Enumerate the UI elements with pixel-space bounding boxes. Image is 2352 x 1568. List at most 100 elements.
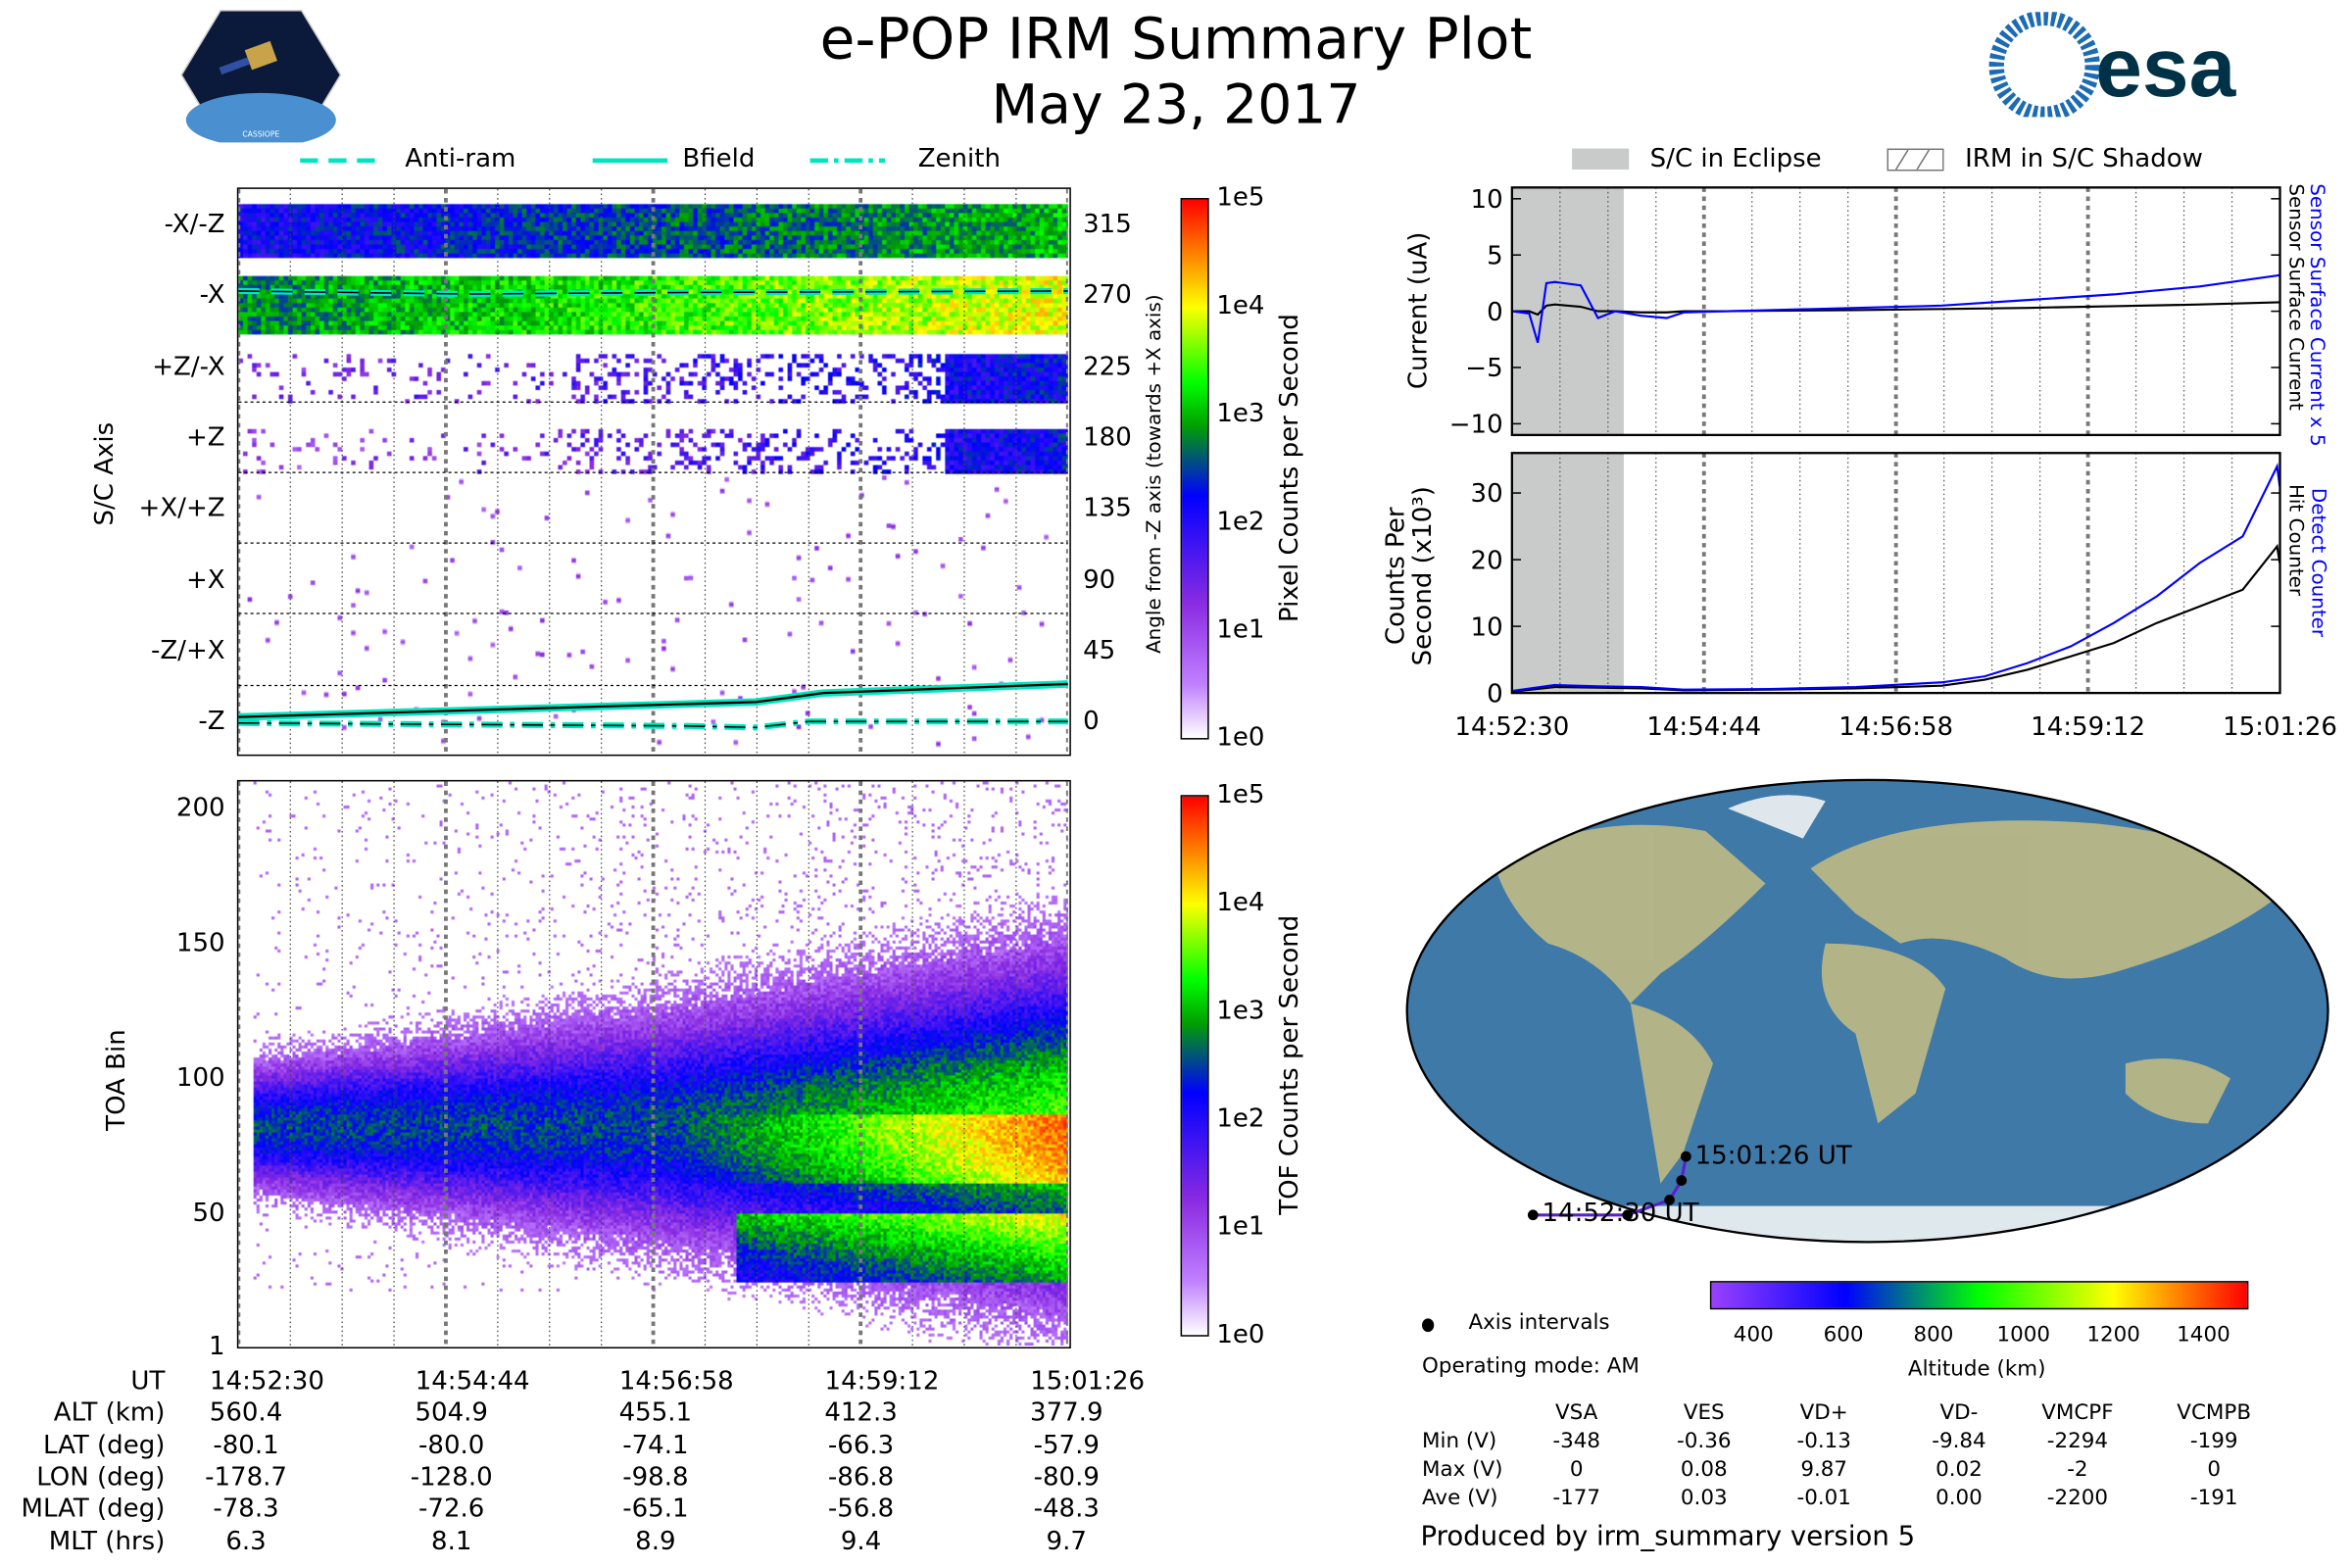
panel2-cbar-label: TOF Counts per Second — [1275, 914, 1305, 1215]
angle-tick: 90 — [1083, 564, 1116, 595]
ephemeris-value: 8.1 — [431, 1526, 472, 1556]
altitude-tick: 800 — [1913, 1322, 1954, 1348]
colorbar-tick: 1e3 — [1216, 399, 1265, 429]
ephemeris-value: 14:59:12 — [824, 1366, 940, 1396]
svg-text:CASSIOPE: CASSIOPE — [242, 129, 279, 138]
angle-tick: 225 — [1083, 352, 1132, 382]
angle-tick: 180 — [1083, 422, 1132, 454]
angle-spectrogram — [236, 187, 1071, 757]
legend-dot-icon — [1422, 1318, 1435, 1333]
counts-ylabel: Counts Per Second (x10³) — [1381, 464, 1439, 689]
counts-right-label-blue: Detect Counter — [2306, 487, 2329, 638]
sc-axis-tick: +X — [185, 564, 225, 595]
series-line — [1511, 543, 2281, 693]
sc-axis-tick: -X/-Z — [164, 210, 225, 240]
voltage-value: 0.00 — [1936, 1486, 1983, 1511]
ephemeris-value: 9.7 — [1046, 1526, 1087, 1556]
current-ylabel: Current (uA) — [1403, 231, 1435, 390]
ephemeris-value: -74.1 — [622, 1430, 689, 1461]
legend-bfield: Bfield — [682, 143, 756, 174]
ephemeris-value: 14:54:44 — [415, 1366, 530, 1396]
ephemeris-value: -80.1 — [213, 1430, 279, 1461]
altitude-cbar-label: Altitude (km) — [1907, 1357, 2046, 1382]
legend-left: Anti-ram Bfield Zenith — [292, 144, 1042, 177]
y-tick-label: 20 — [1471, 546, 1503, 575]
page-title: e-POP IRM Summary Plot — [819, 6, 1533, 73]
ephemeris-value: 504.9 — [415, 1397, 488, 1429]
time-tick: 14:56:58 — [1838, 712, 1954, 743]
pixel-colorbar — [1180, 198, 1209, 740]
voltage-row-label: Ave (V) — [1422, 1486, 1498, 1511]
ephemeris-value: 455.1 — [618, 1397, 693, 1429]
voltage-header: VSA — [1554, 1400, 1598, 1426]
legend-anti-ram: Anti-ram — [405, 143, 516, 174]
voltage-header: VMCPF — [2041, 1400, 2114, 1426]
voltage-value: 0 — [1569, 1457, 1584, 1483]
angle-tick: 0 — [1083, 707, 1100, 737]
colorbar-tick: 1e5 — [1216, 779, 1265, 810]
altitude-colorbar — [1709, 1281, 2249, 1310]
y-tick-label: 30 — [1471, 479, 1503, 509]
eclipse-region — [1511, 453, 1624, 694]
voltage-value: -2 — [2067, 1457, 2088, 1483]
toa-spectrogram — [236, 779, 1071, 1349]
legend-eclipse: S/C in Eclipse — [1649, 143, 1822, 174]
sc-axis-tick: +X/+Z — [138, 493, 225, 524]
colorbar-tick: 1e2 — [1216, 1103, 1265, 1135]
angle-tick: 270 — [1083, 280, 1132, 312]
ephemeris-label: LAT (deg) — [42, 1430, 166, 1461]
toa-tick: 150 — [175, 928, 225, 959]
right-line-plots: 10 5 0 −5 −10 30 20 10 0 — [1449, 185, 2281, 709]
sc-axis-tick: +Z/-X — [152, 352, 225, 382]
operating-mode: Operating mode: AM — [1422, 1354, 1640, 1379]
voltage-value: 0.02 — [1936, 1457, 1983, 1483]
ephemeris-value: -65.1 — [622, 1494, 689, 1525]
toa-tick: 200 — [175, 793, 225, 824]
voltage-header: VES — [1683, 1400, 1725, 1426]
y-tick-label: 10 — [1471, 612, 1503, 642]
ephemeris-label: MLAT (deg) — [21, 1494, 166, 1525]
voltage-value: -2200 — [2046, 1486, 2109, 1511]
ephemeris-label: ALT (km) — [53, 1397, 166, 1429]
sc-axis-tick: +Z — [185, 422, 225, 454]
series-line — [1511, 273, 2280, 344]
angle-tick: 45 — [1083, 635, 1116, 666]
svg-text:esa: esa — [2095, 21, 2236, 115]
time-tick: 14:52:30 — [1454, 712, 1570, 743]
counts-ylabel-text: Counts Per Second (x10³) — [1381, 486, 1439, 666]
voltage-value: -0.13 — [1796, 1429, 1851, 1454]
plot-date: May 23, 2017 — [991, 74, 1361, 137]
sc-axis-tick: -X — [199, 280, 225, 312]
ephemeris-value: 412.3 — [824, 1397, 898, 1429]
toa-tick: 1 — [209, 1332, 225, 1362]
y-tick-label: 0 — [1487, 679, 1503, 709]
ephemeris-value: -78.3 — [213, 1494, 279, 1525]
current-right-label-black: Sensor Surface Current — [2283, 183, 2307, 411]
voltage-value: 0.03 — [1680, 1486, 1728, 1511]
ephemeris-value: 8.9 — [635, 1526, 676, 1556]
voltage-row-label: Max (V) — [1422, 1457, 1503, 1483]
series-line — [1511, 301, 2280, 317]
voltage-value: -0.36 — [1677, 1429, 1732, 1454]
toa-tick: 100 — [175, 1063, 225, 1094]
time-tick: 14:54:44 — [1646, 712, 1762, 743]
ephemeris-value: 377.9 — [1030, 1397, 1103, 1429]
voltage-row-label: Min (V) — [1422, 1429, 1497, 1454]
voltage-value: 0.08 — [1680, 1457, 1728, 1483]
ephemeris-value: -72.6 — [418, 1494, 485, 1525]
y-tick-label: −10 — [1449, 411, 1503, 440]
time-tick: 14:59:12 — [2031, 712, 2146, 743]
ephemeris-value: -57.9 — [1033, 1430, 1100, 1461]
legend-shadow: IRM in S/C Shadow — [1965, 143, 2203, 174]
voltage-value: -9.84 — [1932, 1429, 1986, 1454]
orbit-map: 14:52:30 UT 15:01:26 UT — [1405, 778, 2330, 1244]
cassiope-logo: CASSIOPE — [180, 8, 342, 147]
current-right-label-blue: Sensor Surface Current x 5 — [2304, 183, 2328, 447]
y-tick-label: 0 — [1487, 298, 1503, 327]
sc-axis-tick: -Z — [198, 707, 225, 737]
sc-axis-tick: -Z/+X — [150, 635, 225, 666]
ephemeris-value: -80.9 — [1033, 1462, 1100, 1493]
ephemeris-label: UT — [130, 1366, 166, 1396]
voltage-value: -2294 — [2046, 1429, 2109, 1454]
voltage-value: -199 — [2189, 1429, 2238, 1454]
